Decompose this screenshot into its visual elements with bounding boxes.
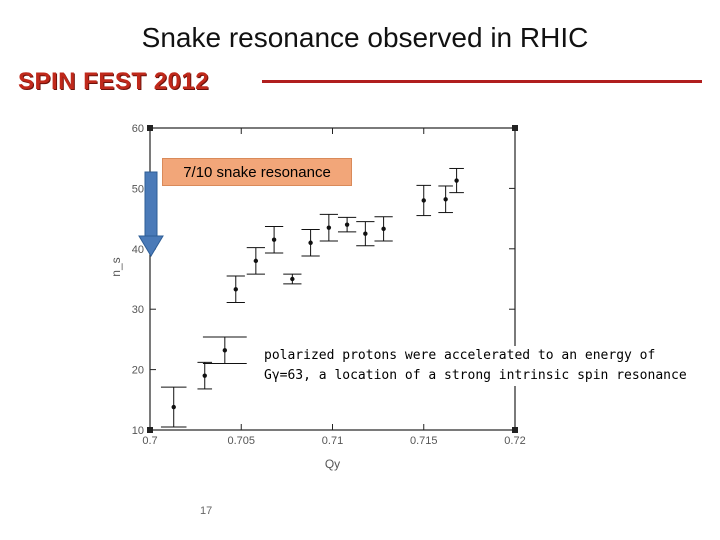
annotation-box: 7/10 snake resonance xyxy=(162,158,352,186)
data-point xyxy=(283,273,302,285)
data-point xyxy=(226,275,245,304)
data-point xyxy=(197,361,213,390)
data-point xyxy=(449,167,464,194)
tick-labels: 0.7 0.705 0.71 0.715 0.72 10 20 30 40 50 60 xyxy=(132,123,526,447)
marker-dot xyxy=(253,258,259,264)
marker-dot xyxy=(171,404,176,410)
x-axis-label: Qy xyxy=(325,457,340,471)
data-point xyxy=(356,221,375,247)
arrow-head xyxy=(138,235,164,257)
page-number: 17 xyxy=(200,505,213,517)
marker-dot xyxy=(233,287,238,292)
data-point xyxy=(319,213,338,242)
marker-dot xyxy=(222,348,228,353)
annotation-note: polarized protons were accelerated to an… xyxy=(262,346,718,386)
brand-rule xyxy=(262,80,702,83)
data-point xyxy=(416,184,432,217)
marker-dot xyxy=(202,373,207,378)
marker-dot xyxy=(290,276,295,282)
data-point xyxy=(374,216,393,242)
y-tick-label: 20 xyxy=(132,365,144,377)
marker-dot xyxy=(344,222,350,227)
data-point xyxy=(301,228,320,257)
marker-dot xyxy=(326,225,332,230)
y-tick-label: 30 xyxy=(132,304,144,316)
x-tick-label: 0.705 xyxy=(227,435,255,447)
y-tick-label: 60 xyxy=(132,123,144,135)
marker-dot xyxy=(271,237,277,242)
x-tick-label: 0.715 xyxy=(410,435,438,447)
data-point xyxy=(438,185,453,214)
x-tick-label: 0.71 xyxy=(322,435,343,447)
data-point xyxy=(160,386,187,428)
note-line-2: Gγ=63, a location of a strong intrinsic … xyxy=(264,368,687,383)
marker-dot xyxy=(443,197,448,202)
marker-dot xyxy=(363,231,368,236)
arrow-icon xyxy=(138,171,164,257)
slide-title: Snake resonance observed in RHIC xyxy=(141,22,589,53)
brand-logo: SPIN FEST 2012 xyxy=(18,68,210,95)
marker-dot xyxy=(421,198,426,203)
data-point xyxy=(246,247,265,275)
note-line-1: polarized protons were accelerated to an… xyxy=(264,348,656,363)
marker-dot xyxy=(308,240,313,245)
marker-dot xyxy=(454,178,459,183)
data-point xyxy=(337,216,357,233)
x-tick-label: 0.72 xyxy=(504,435,525,447)
y-axis-label: n_s xyxy=(109,257,123,276)
x-tick-label: 0.7 xyxy=(142,435,157,447)
data-point xyxy=(264,225,284,254)
marker-dot xyxy=(381,226,386,232)
y-tick-label: 10 xyxy=(132,425,144,437)
arrow-shaft xyxy=(144,171,158,239)
data-point xyxy=(202,336,247,365)
y-tick-label: 50 xyxy=(132,183,144,195)
data-markers xyxy=(160,167,464,428)
y-tick-label: 40 xyxy=(132,244,144,256)
